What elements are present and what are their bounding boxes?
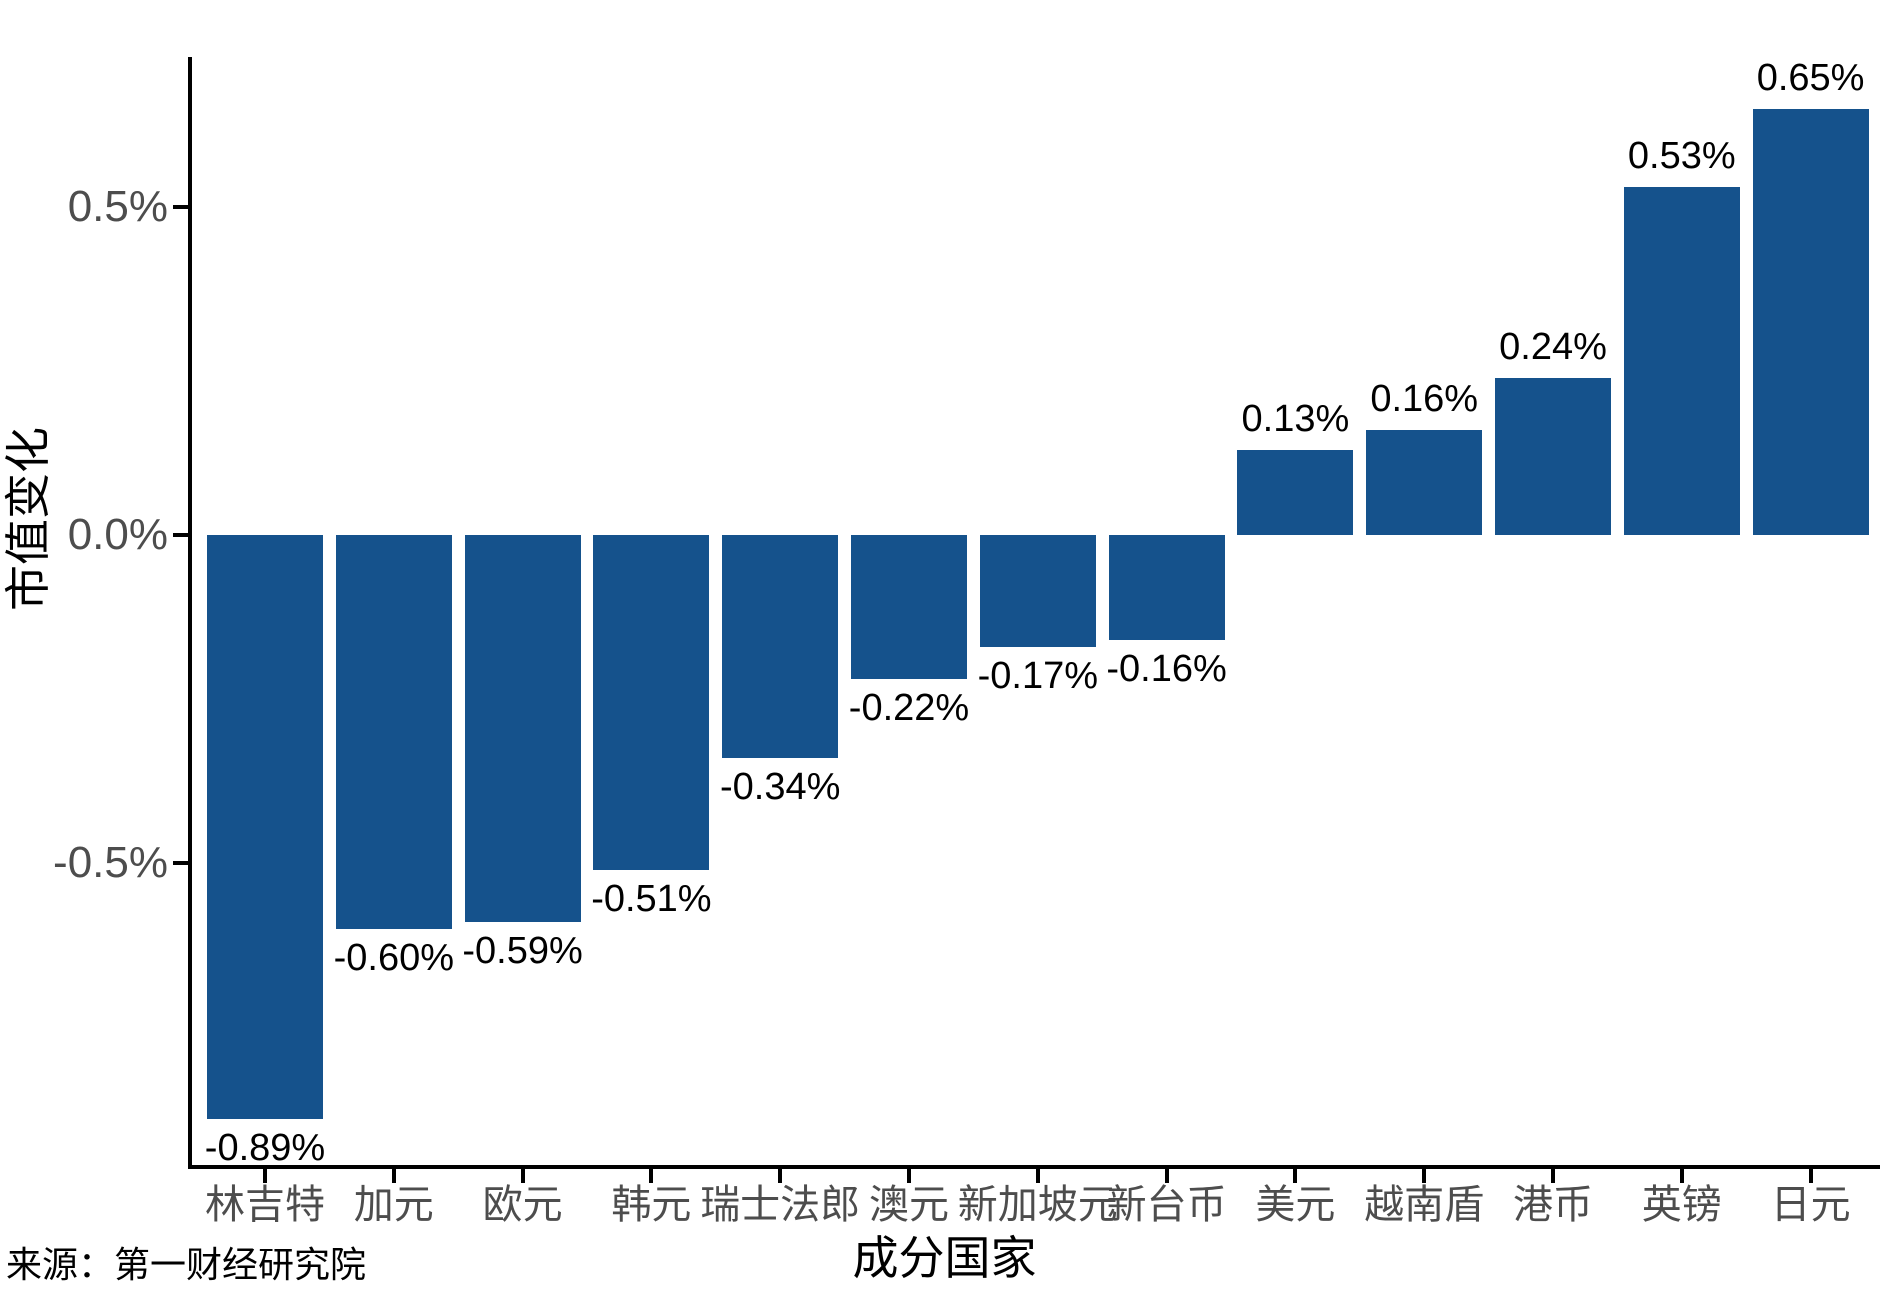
x-axis-category-label: 欧元 [482,1182,563,1227]
bar-value-label: -0.34% [719,766,841,809]
y-axis-tick-label: 0.0% [67,510,168,559]
x-axis-tick-mark [1164,1169,1169,1183]
bar-value-label: 0.13% [1241,397,1350,440]
bar-越南盾 [1366,430,1483,535]
bar-value-label: -0.59% [462,930,583,973]
bar-value-label: -0.16% [1106,647,1227,690]
x-axis-category-label: 新加坡元 [957,1182,1118,1227]
x-axis-tick-mark [778,1169,783,1183]
x-axis-category-label: 加元 [353,1182,434,1227]
x-axis-category-label: 英镑 [1641,1182,1722,1227]
source-note: 来源：第一财经研究院 [6,1245,367,1285]
bar-英镑 [1623,187,1740,535]
x-axis-category-label: 林吉特 [205,1182,325,1227]
x-axis-category-label: 澳元 [869,1182,949,1227]
x-axis-tick-mark [1293,1169,1298,1183]
bar-新台币 [1108,535,1225,640]
bar-美元 [1237,449,1354,535]
x-axis-tick-mark [907,1169,911,1183]
bar-value-label: 0.16% [1370,378,1479,421]
bar-value-label: -0.17% [977,654,1098,697]
x-axis-tick-mark [1808,1169,1813,1183]
x-axis-tick-mark [1035,1169,1040,1183]
bar-新加坡元 [979,535,1096,647]
x-axis-tick-mark [520,1169,525,1183]
y-axis-tick-mark [173,205,188,209]
bar-value-label: 0.65% [1756,56,1865,99]
y-axis-tick-mark [173,861,188,865]
plot-area [188,57,1880,1169]
x-axis-category-label: 港币 [1513,1182,1593,1227]
bar-韩元 [593,535,710,870]
x-axis-category-label: 瑞士法郎 [700,1182,861,1227]
x-axis-tick-mark [649,1169,654,1183]
x-axis-tick-mark [1422,1169,1427,1183]
bar-日元 [1752,108,1869,535]
bar-澳元 [851,535,967,680]
x-axis-tick-mark [263,1169,267,1183]
bar-value-label: -0.22% [848,687,970,730]
bar-欧元 [464,535,581,923]
x-axis-category-label: 日元 [1770,1182,1851,1227]
y-axis-tick-label: -0.5% [53,838,168,887]
x-axis-category-label: 美元 [1255,1182,1336,1227]
bar-value-label: -0.60% [333,936,454,979]
bar-value-label: -0.89% [204,1126,326,1169]
x-axis-tick-mark [391,1169,396,1183]
y-axis-tick-mark [173,533,188,537]
x-axis-tick-mark [1679,1169,1684,1183]
bar-港币 [1495,377,1611,535]
x-axis-title: 成分国家 [852,1233,1037,1284]
x-axis-tick-mark [1551,1169,1555,1183]
x-axis-category-label: 越南盾 [1364,1182,1485,1227]
bar-value-label: -0.51% [591,877,712,920]
bar-瑞士法郎 [722,535,839,759]
bar-加元 [335,535,452,929]
x-axis-category-label: 韩元 [611,1182,692,1227]
x-axis-category-label: 新台币 [1106,1182,1227,1227]
bar-林吉特 [207,535,323,1119]
bar-value-label: 0.24% [1499,325,1607,368]
bar-value-label: 0.53% [1627,135,1736,178]
y-axis-tick-label: 0.5% [67,182,168,231]
